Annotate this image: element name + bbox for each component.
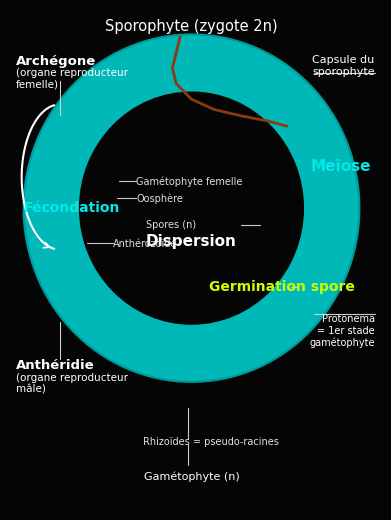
Text: Oosphère: Oosphère [136, 193, 183, 204]
Text: Gamétophyte (n): Gamétophyte (n) [143, 472, 239, 482]
Text: (organe reproducteur
mâle): (organe reproducteur mâle) [16, 372, 128, 394]
Ellipse shape [79, 92, 304, 325]
Text: Rhizoïdes = pseudo-racines: Rhizoïdes = pseudo-racines [143, 436, 278, 447]
Text: Capsule du
sporophyte: Capsule du sporophyte [312, 55, 375, 77]
Text: Anthérozoïde: Anthérozoïde [113, 239, 178, 250]
Text: Dispersion: Dispersion [146, 235, 237, 250]
Text: Anthéridie: Anthéridie [16, 358, 95, 371]
Text: Fécondation: Fécondation [23, 201, 120, 215]
Text: Sporophyte (zygote 2n): Sporophyte (zygote 2n) [105, 19, 278, 34]
Text: Meïose: Meïose [310, 159, 371, 174]
Text: Spores (n): Spores (n) [146, 220, 196, 230]
Text: Gamétophyte femelle: Gamétophyte femelle [136, 177, 242, 187]
Text: (organe reproducteur
femelle): (organe reproducteur femelle) [16, 68, 128, 90]
Text: Archégone: Archégone [16, 55, 96, 68]
Text: Germination spore: Germination spore [209, 280, 355, 294]
Text: Protonema
= 1er stade
gamétophyte: Protonema = 1er stade gamétophyte [309, 315, 375, 348]
Ellipse shape [23, 34, 359, 382]
